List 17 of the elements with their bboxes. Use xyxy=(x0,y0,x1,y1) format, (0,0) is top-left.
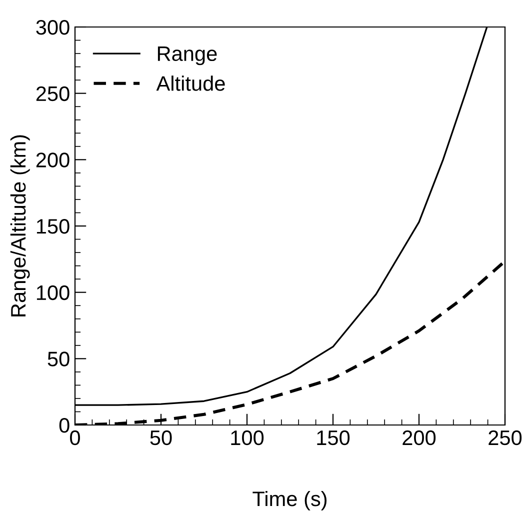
legend-label: Range xyxy=(158,46,217,66)
x-tick-label: 0 xyxy=(70,430,80,446)
x-axis-title: Time (s) xyxy=(252,490,327,510)
y-tick-label: 250 xyxy=(36,86,70,102)
y-tick-label: 0 xyxy=(59,418,70,433)
y-tick-label: 150 xyxy=(36,219,70,234)
legend-label: Altitude xyxy=(156,76,225,91)
x-tick-label: 250 xyxy=(488,430,522,446)
x-tick-label: 150 xyxy=(317,430,350,446)
y-tick-label: 50 xyxy=(48,352,70,366)
x-tick-label: 200 xyxy=(402,430,436,446)
x-tick-label: 50 xyxy=(150,430,172,446)
x-tick-label: 100 xyxy=(231,430,264,446)
y-tick-label: 100 xyxy=(36,285,70,300)
y-axis-title: Range/Altitude (km) xyxy=(10,135,30,316)
y-tick-label: 200 xyxy=(36,152,70,168)
y-tick-label: 300 xyxy=(36,20,70,35)
